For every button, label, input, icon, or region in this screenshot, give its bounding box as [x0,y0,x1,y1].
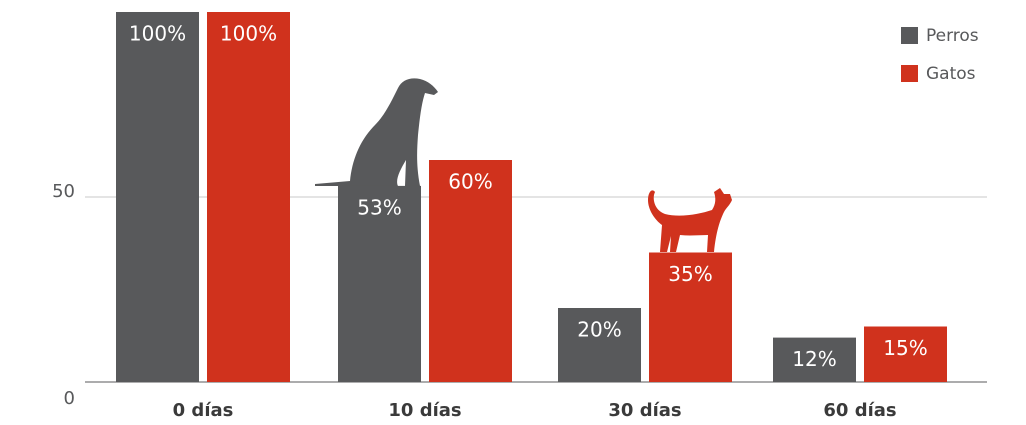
value-label: 100% [129,22,186,46]
dog-silhouette [315,78,438,186]
y-tick-label: 50 [52,181,75,202]
bar [116,12,199,382]
value-label: 12% [792,347,836,371]
y-tick-label: 0 [64,388,75,409]
x-tick-label: 60 días [823,400,896,421]
page: 0 50 0 días 100% 100% 10 días 53% 60% 30 días 20%… [0,0,1026,425]
value-label: 60% [448,170,492,194]
value-label: 53% [357,195,401,219]
value-label: 35% [668,262,712,286]
legend-label: Gatos [926,64,976,84]
legend-swatch [901,65,918,82]
legend-swatch [901,27,918,44]
bar [207,12,290,382]
x-tick-label: 10 días [388,400,461,421]
value-label: 15% [883,336,927,360]
x-tick-label: 0 días [173,400,234,421]
cat-silhouette [648,188,732,252]
value-label: 100% [220,22,277,46]
value-label: 20% [577,318,621,342]
legend-label: Perros [926,26,979,46]
x-tick-label: 30 días [608,400,681,421]
chart: 0 50 0 días 100% 100% 10 días 53% 60% 30 días 20%… [0,0,1026,425]
